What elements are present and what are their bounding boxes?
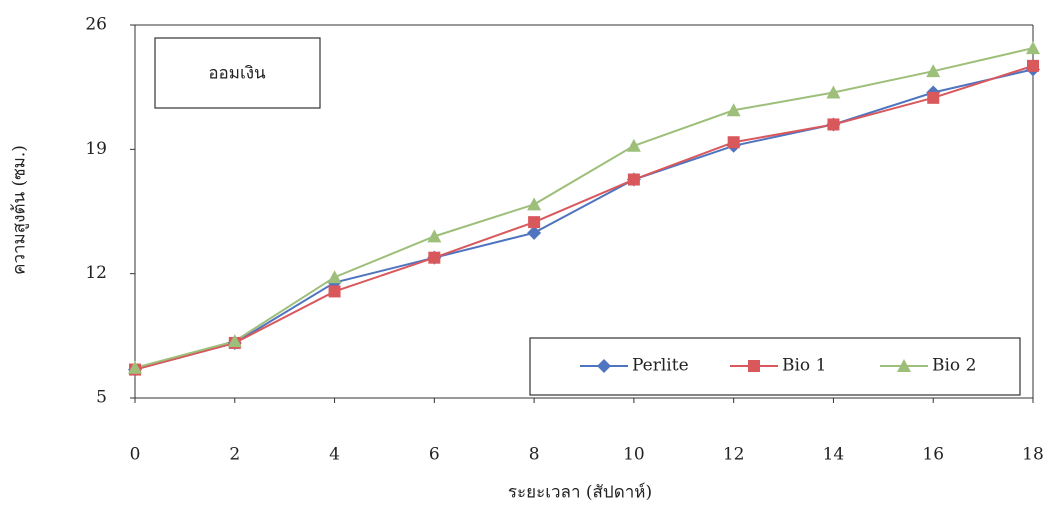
x-tick-label: 14	[823, 445, 845, 465]
series-line	[134, 64, 1034, 371]
marker	[128, 360, 142, 374]
x-tick-label: 6	[429, 445, 440, 465]
marker	[527, 197, 542, 211]
x-axis-label: ระยะเวลา (สัปดาห์)	[508, 483, 652, 503]
y-tick-label: 26	[85, 15, 107, 35]
marker	[926, 64, 941, 78]
x-tick-label: 16	[922, 445, 944, 465]
y-tick-label: 19	[85, 139, 107, 159]
marker	[328, 285, 341, 298]
marker	[727, 136, 740, 149]
marker	[527, 225, 542, 240]
x-tick-label: 8	[529, 445, 540, 465]
marker	[897, 359, 911, 372]
marker	[626, 138, 641, 152]
x-tick-label: 4	[329, 445, 340, 465]
marker	[927, 91, 940, 104]
marker	[597, 359, 611, 373]
x-tick-label: 2	[229, 445, 240, 465]
marker	[1027, 59, 1039, 72]
marker	[427, 229, 442, 243]
series-line	[134, 47, 1034, 369]
y-tick-label: 5	[96, 388, 107, 408]
marker	[827, 118, 840, 131]
marker	[748, 360, 760, 372]
y-axis-label: ความสูงต้น (ซม.)	[10, 145, 30, 275]
marker	[826, 85, 841, 99]
annotation-box	[154, 37, 321, 109]
marker	[327, 270, 342, 284]
marker	[627, 173, 640, 186]
x-tick-label: 12	[723, 445, 745, 465]
y-tick-label: 12	[85, 263, 107, 283]
marker	[428, 251, 441, 264]
series-line	[134, 68, 1034, 371]
legend-label: Bio 1	[782, 356, 826, 376]
x-tick-label: 18	[1022, 445, 1044, 465]
marker	[726, 103, 741, 117]
x-tick-label: 10	[623, 445, 645, 465]
legend-label: Perlite	[632, 356, 689, 376]
marker	[1026, 41, 1040, 55]
annotation: ออมเงิน	[208, 64, 266, 84]
legend-label: Bio 2	[932, 356, 976, 376]
marker	[528, 216, 541, 229]
marker	[227, 334, 242, 348]
x-tick-label: 0	[130, 445, 141, 465]
legend-box	[529, 337, 1021, 396]
